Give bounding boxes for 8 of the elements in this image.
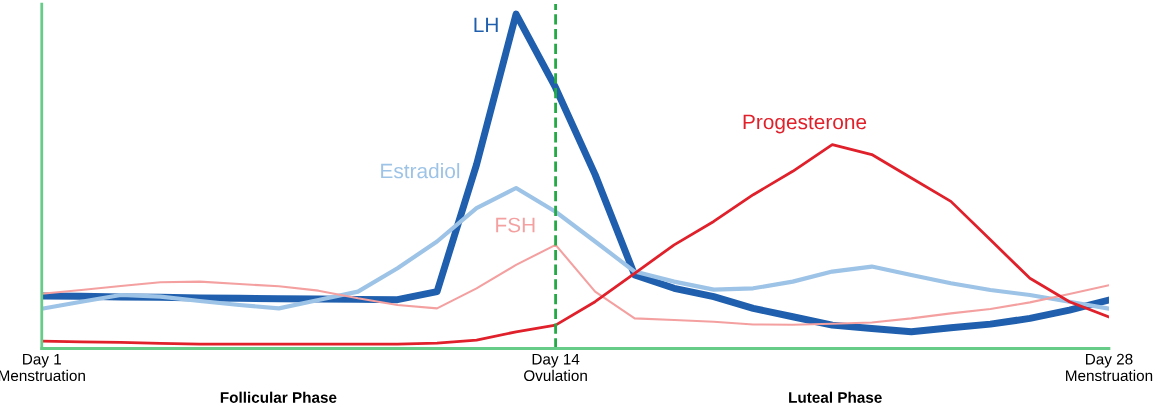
x-tick-label: Day 14 Ovulation xyxy=(524,353,587,382)
text: Luteal Phase xyxy=(789,391,882,403)
text: Follicular Phase xyxy=(220,391,337,403)
series-label: Progesterone xyxy=(743,114,867,134)
series-label: LH xyxy=(474,17,498,33)
series-label: FSH xyxy=(496,217,535,233)
series-label: Estradiol xyxy=(381,163,460,179)
x-tick-label: Day 28 Menstruation xyxy=(1066,353,1153,382)
